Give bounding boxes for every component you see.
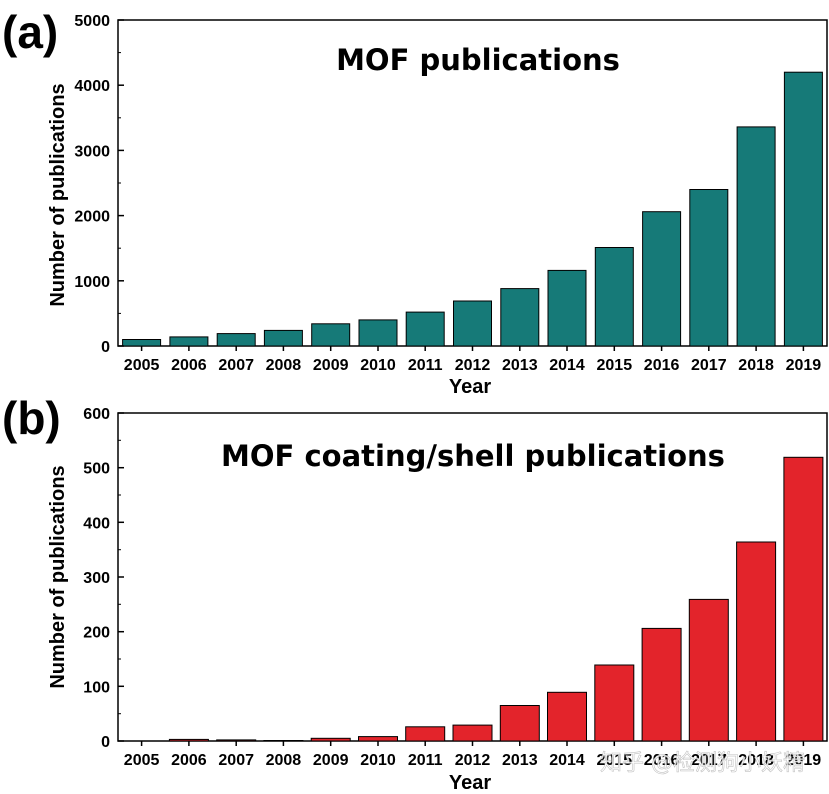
bar-a-2018: [736, 126, 776, 347]
x-tick-label-b-2015: 2015: [597, 752, 633, 769]
bar-a-2011: [405, 311, 445, 347]
bar-b-2017: [688, 598, 729, 742]
x-tick-label-b-2006: 2006: [171, 752, 207, 769]
x-tick-label-b-2012: 2012: [455, 752, 491, 769]
bar-b-2011: [405, 726, 446, 742]
bar-a-2007: [216, 333, 256, 347]
x-tick-label-b-2019: 2019: [786, 752, 822, 769]
x-tick-label-b-2009: 2009: [313, 752, 349, 769]
y-tick-label-a-2000: 2000: [74, 209, 110, 226]
bar-b-2018: [736, 541, 777, 742]
y-tick-label-a-0: 0: [101, 339, 110, 356]
x-tick-label-a-2016: 2016: [644, 357, 680, 374]
x-tick-label-a-2015: 2015: [597, 357, 633, 374]
y-axis-title-b: Number of publications: [47, 465, 69, 688]
y-axis-a: 0 1000 2000 3000 4000 5000: [74, 13, 124, 356]
bar-a-2012: [453, 300, 492, 347]
y-tick-label-b-400: 400: [83, 515, 110, 532]
x-tick-label-b-2013: 2013: [502, 752, 538, 769]
bar-b-2008: [263, 740, 304, 742]
bar-a-2008: [263, 329, 303, 347]
x-tick-label-a-2014: 2014: [549, 357, 585, 374]
x-tick-label-b-2010: 2010: [360, 752, 396, 769]
y-tick-label-a-3000: 3000: [74, 143, 110, 160]
bar-b-2007: [216, 739, 257, 742]
bar-a-2019: [783, 71, 823, 347]
watermark-text: 知乎 @检测狗小妖精: [600, 751, 805, 776]
bar-b-2016: [641, 627, 682, 742]
x-tick-label-b-2018: 2018: [738, 752, 774, 769]
panel-label-b: (b): [2, 392, 61, 444]
chart-title-b: MOF coating/shell publications: [221, 439, 725, 473]
bar-a-2009: [311, 323, 351, 347]
x-tick-label-a-2007: 2007: [218, 357, 254, 374]
x-tick-label-a-2018: 2018: [738, 357, 774, 374]
bar-a-2006: [169, 336, 209, 347]
x-tick-label-b-2008: 2008: [266, 752, 302, 769]
y-tick-label-b-300: 300: [83, 570, 110, 587]
y-tick-label-b-200: 200: [83, 625, 110, 642]
x-tick-label-a-2011: 2011: [408, 357, 443, 374]
x-tick-label-b-2017: 2017: [691, 752, 727, 769]
chart-panel-a: (a) MOF publications 0 1000 2000 3000 4000 50…: [2, 6, 828, 398]
bar-b-2013: [499, 705, 540, 742]
bar-b-2015: [594, 664, 635, 742]
bar-b-2019: [783, 456, 824, 742]
x-tick-label-a-2012: 2012: [455, 357, 491, 374]
x-axis-a: 2005 2006 2007 2008 2009 2010 2011 2012 2013 2014…: [124, 346, 821, 374]
x-tick-label-a-2019: 2019: [786, 357, 822, 374]
chart-title-a: MOF publications: [336, 43, 620, 77]
x-axis-b: 2005 2006 2007 2008 2009 2010 2011 2012 2013 2014…: [124, 741, 821, 769]
bar-a-2010: [358, 319, 398, 347]
bar-b-2006: [168, 738, 209, 742]
x-tick-label-b-2016: 2016: [644, 752, 680, 769]
chart-panel-b: (b) MOF coating/shell publications 0 100 2…: [2, 392, 828, 794]
y-tick-label-b-500: 500: [83, 461, 110, 478]
bar-b-2009: [310, 737, 351, 742]
x-tick-label-a-2006: 2006: [171, 357, 207, 374]
bars-a: [122, 71, 823, 347]
x-axis-title-b: Year: [449, 772, 491, 794]
y-tick-label-a-1000: 1000: [74, 274, 110, 291]
x-tick-label-b-2007: 2007: [218, 752, 254, 769]
x-tick-label-a-2013: 2013: [502, 357, 538, 374]
x-tick-label-a-2010: 2010: [360, 357, 396, 374]
panel-label-a: (a): [2, 6, 58, 58]
bar-b-2014: [547, 691, 587, 742]
bar-a-2016: [642, 211, 682, 347]
y-tick-label-a-4000: 4000: [74, 78, 110, 95]
bar-b-2010: [358, 736, 398, 742]
x-tick-label-a-2008: 2008: [266, 357, 302, 374]
y-tick-label-b-100: 100: [83, 679, 110, 696]
x-tick-label-a-2017: 2017: [691, 357, 727, 374]
y-tick-label-b-600: 600: [83, 406, 110, 423]
y-axis-b: 0 100 200 300 400 500 600: [83, 406, 124, 751]
y-axis-title-a: Number of publications: [47, 83, 69, 306]
x-tick-label-a-2009: 2009: [313, 357, 349, 374]
bar-a-2013: [500, 288, 540, 347]
x-tick-label-a-2005: 2005: [124, 357, 160, 374]
bar-a-2014: [547, 269, 587, 347]
bar-a-2005: [122, 339, 162, 347]
y-tick-label-a-5000: 5000: [74, 13, 110, 30]
x-tick-label-b-2014: 2014: [549, 752, 585, 769]
bar-a-2015: [594, 247, 634, 347]
bars-b: [168, 456, 824, 742]
bar-b-2012: [452, 724, 493, 742]
x-tick-label-b-2005: 2005: [124, 752, 160, 769]
y-tick-label-b-0: 0: [101, 734, 110, 751]
bar-a-2017: [689, 189, 729, 347]
x-tick-label-b-2011: 2011: [408, 752, 443, 769]
x-axis-title-a: Year: [449, 376, 491, 398]
